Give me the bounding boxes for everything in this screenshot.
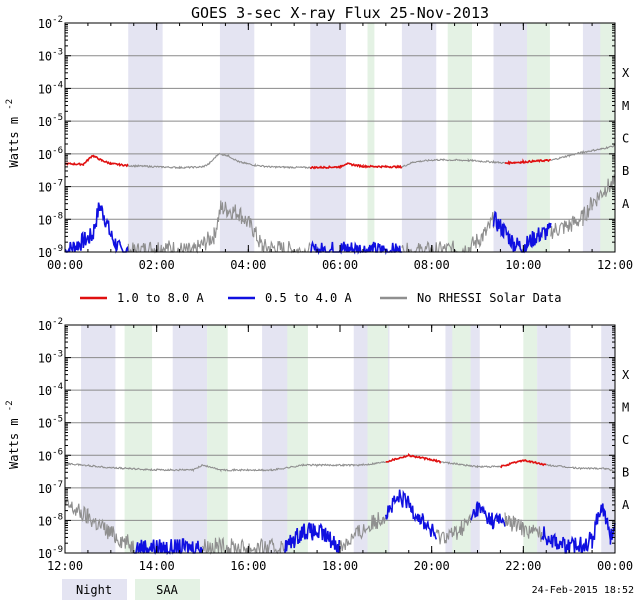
timestamp: 24-Feb-2015 18:52 (532, 585, 634, 596)
x-tick-label: 16:00 (230, 559, 266, 573)
legend-label: No RHESSI Solar Data (417, 291, 562, 305)
series-short (284, 522, 341, 554)
y-tick-label: 10-2 (38, 317, 63, 333)
y-tick-label: 10-6 (38, 447, 63, 463)
y-tick-label: 10-4 (38, 382, 63, 398)
x-tick-label: 06:00 (322, 258, 358, 272)
saa-band (367, 23, 375, 252)
x-tick-label: 10:00 (505, 258, 541, 272)
series-long (504, 158, 551, 166)
flare-class-label: X (622, 66, 630, 80)
y-tick-label: 10-7 (38, 480, 63, 496)
flare-class-label: B (622, 466, 629, 480)
saa-band (124, 325, 153, 553)
series-long (309, 162, 403, 170)
x-tick-label: 00:00 (597, 559, 633, 573)
night-band (401, 23, 437, 252)
series-short (435, 513, 472, 545)
y-tick-label: 10-8 (38, 211, 63, 227)
series-short (202, 536, 286, 555)
x-tick-label: 04:00 (230, 258, 266, 272)
saa-band (207, 325, 228, 553)
series-short (339, 512, 386, 552)
y-tick-label: 10-4 (38, 80, 63, 96)
y-tick-label: 10-3 (38, 350, 63, 366)
series-long (546, 463, 616, 473)
y-tick-label: 10-5 (38, 113, 63, 129)
shade-label: SAA (156, 583, 178, 597)
night-band (537, 325, 571, 553)
shade-label: Night (76, 583, 112, 597)
shade-legend: Night SAA (62, 579, 200, 600)
night-band (310, 23, 346, 252)
flare-class-label: M (622, 99, 629, 113)
series-short (504, 512, 543, 542)
x-tick-label: 14:00 (139, 559, 175, 573)
series-long (499, 459, 547, 469)
x-tick-label: 22:00 (505, 559, 541, 573)
series-short (64, 202, 130, 254)
series-long (440, 461, 501, 469)
series-long (550, 143, 616, 161)
flare-class-label: C (622, 433, 629, 447)
series-long (127, 152, 311, 170)
x-tick-label: 12:00 (597, 258, 633, 272)
night-band (601, 325, 615, 553)
night-band (493, 23, 527, 252)
y-axis-label: Watts m -2 (5, 400, 21, 469)
y-tick-label: 10-3 (38, 48, 63, 64)
saa-band (527, 23, 550, 252)
x-tick-label: 18:00 (322, 559, 358, 573)
series-long (64, 154, 129, 168)
series-long (401, 157, 506, 168)
saa-band (452, 325, 471, 553)
saa-band (600, 23, 615, 252)
shade-swatch (62, 579, 127, 600)
night-band (172, 325, 208, 553)
panel-bottom: 10-210-310-410-510-610-710-810-9XMCBA12:… (5, 317, 633, 573)
saa-band (523, 325, 538, 553)
legend-label: 1.0 to 8.0 A (117, 291, 204, 305)
x-tick-label: 08:00 (414, 258, 450, 272)
y-tick-label: 10-7 (38, 179, 63, 195)
y-tick-label: 10-8 (38, 512, 63, 528)
series-short (401, 212, 495, 253)
flare-class-label: A (622, 197, 630, 211)
legend-label: 0.5 to 4.0 A (265, 291, 352, 305)
flare-class-label: B (622, 164, 629, 178)
flare-class-label: M (622, 400, 629, 414)
flare-class-label: C (622, 132, 629, 146)
saa-band (287, 325, 308, 553)
series-long (385, 452, 442, 464)
saa-band (447, 23, 472, 252)
series-short (540, 503, 616, 554)
flare-class-label: A (622, 498, 630, 512)
x-tick-label: 12:00 (47, 559, 83, 573)
x-tick-label: 20:00 (414, 559, 450, 573)
series-short (133, 538, 204, 556)
series-long (64, 460, 386, 473)
panel-top: 10-210-310-410-510-610-710-810-9XMCBA00:… (5, 15, 633, 272)
x-tick-label: 02:00 (139, 258, 175, 272)
x-tick-label: 00:00 (47, 258, 83, 272)
shade-swatch (135, 579, 200, 600)
series-short (550, 173, 616, 239)
series-short (385, 489, 438, 540)
night-band (128, 23, 163, 252)
y-tick-label: 10-5 (38, 415, 63, 431)
series-short (470, 501, 506, 530)
y-tick-label: 10-6 (38, 146, 63, 162)
y-axis-label: Watts m -2 (5, 99, 21, 168)
y-tick-label: 10-2 (38, 15, 63, 31)
saa-band (367, 325, 389, 553)
chart-legend: 1.0 to 8.0 A 0.5 to 4.0 A No RHESSI Solar … (80, 291, 562, 305)
chart-title: GOES 3-sec X-ray Flux 25-Nov-2013 (191, 4, 489, 22)
series-short (64, 496, 135, 554)
flare-class-label: X (622, 368, 630, 382)
